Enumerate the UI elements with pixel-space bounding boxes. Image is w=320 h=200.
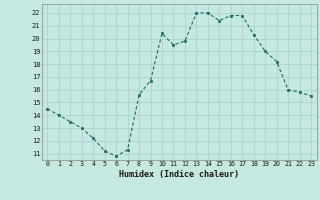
- X-axis label: Humidex (Indice chaleur): Humidex (Indice chaleur): [119, 170, 239, 179]
